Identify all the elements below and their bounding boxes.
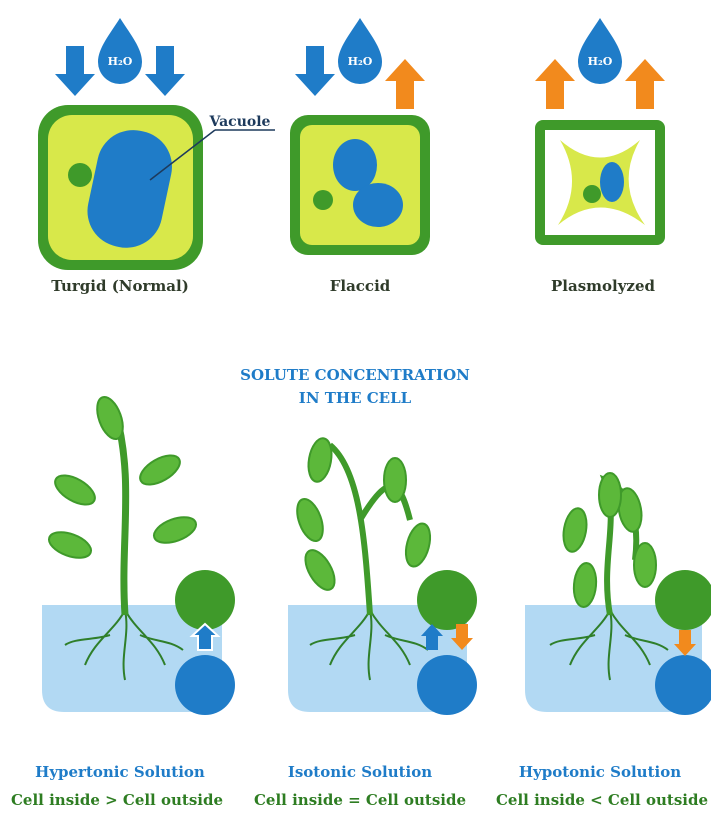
plant-hypotonic [525,473,711,715]
drop-label: H₂O [588,55,613,68]
solution-relation: Cell inside < Cell outside [496,791,708,809]
drop-label: H₂O [108,55,133,68]
solution-relation: Cell inside = Cell outside [254,791,466,809]
heading: IN THE CELL [299,389,412,407]
cell-label: Flaccid [330,277,391,295]
plant-hypertonic [42,394,235,715]
plant-isotonic [288,436,477,715]
plasmolyzed-cell [535,120,665,245]
solution-name: Hypertonic Solution [35,763,205,781]
diagram: H₂O H₂O H₂O Vacuole Turgid (Normal) Flac… [0,0,711,814]
turgid-cell: Vacuole [38,105,275,270]
solution-relation: Cell inside > Cell outside [11,791,223,809]
flaccid-cell [290,115,430,255]
solution-name: Hypotonic Solution [519,763,681,781]
vacuole-label: Vacuole [209,114,271,130]
cell-label: Plasmolyzed [551,277,655,295]
solution-name: Isotonic Solution [288,763,432,781]
heading: SOLUTE CONCENTRATION [240,366,470,384]
drop-label: H₂O [348,55,373,68]
cell-label: Turgid (Normal) [51,277,189,295]
